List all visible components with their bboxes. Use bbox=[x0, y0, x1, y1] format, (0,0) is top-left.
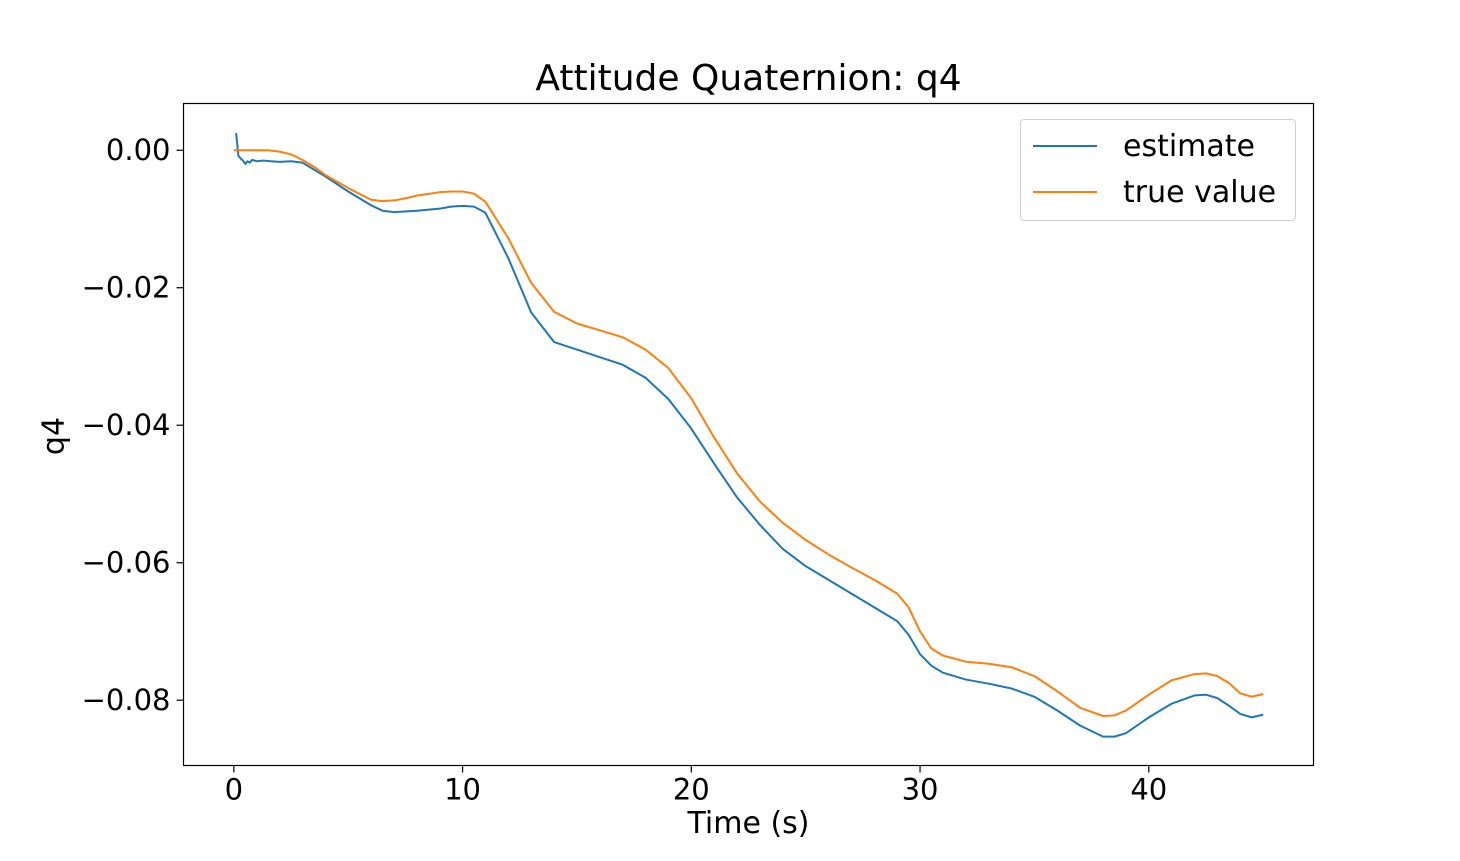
y-axis-label: q4 bbox=[36, 416, 72, 456]
legend-swatch-true-value bbox=[1033, 191, 1097, 193]
legend-label-estimate: estimate bbox=[1123, 128, 1256, 164]
legend: estimate true value bbox=[1020, 119, 1296, 221]
legend-entry-estimate: estimate bbox=[1033, 126, 1255, 166]
legend-swatch-estimate bbox=[1033, 145, 1097, 147]
legend-entry-true-value: true value bbox=[1033, 172, 1276, 212]
chart-title: Attitude Quaternion: q4 bbox=[535, 58, 962, 99]
y-tick-label: 0.00 bbox=[106, 133, 171, 167]
y-tick-label: −0.02 bbox=[82, 271, 171, 305]
x-axis-label: Time (s) bbox=[687, 806, 810, 841]
x-tick-label: 40 bbox=[1130, 773, 1167, 807]
series-layer bbox=[233, 132, 1264, 738]
x-tick-label: 0 bbox=[225, 773, 243, 807]
series-line-estimate bbox=[235, 132, 1264, 738]
x-axis-ticks: 0 10 20 30 40 bbox=[225, 765, 1167, 807]
legend-label-true-value: true value bbox=[1123, 174, 1277, 210]
plot-area-frame bbox=[182, 102, 1315, 767]
series-line-true-value bbox=[233, 149, 1264, 717]
x-tick-label: 30 bbox=[902, 773, 939, 807]
x-tick-label: 10 bbox=[444, 773, 481, 807]
y-tick-label: −0.08 bbox=[82, 683, 171, 717]
y-tick-label: −0.06 bbox=[82, 546, 171, 580]
y-axis-ticks: 0.00 −0.02 −0.04 −0.06 −0.08 bbox=[82, 133, 184, 717]
y-tick-label: −0.04 bbox=[82, 408, 171, 442]
x-tick-label: 20 bbox=[673, 773, 710, 807]
